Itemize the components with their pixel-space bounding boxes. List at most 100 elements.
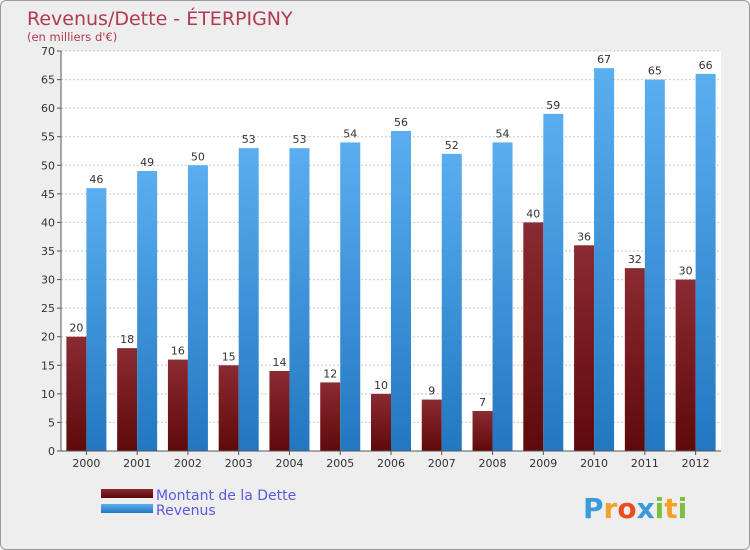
bar-revenue xyxy=(695,73,716,451)
bar-debt-value-label: 36 xyxy=(577,230,591,243)
bar-debt xyxy=(66,336,87,451)
logo-letter: x xyxy=(637,492,655,525)
chart-subtitle: (en milliers d'€) xyxy=(27,30,117,44)
x-tick-label: 2002 xyxy=(174,457,202,470)
legend: Montant de la Dette Revenus xyxy=(101,488,296,519)
x-tick-label: 2009 xyxy=(529,457,557,470)
bar-revenue xyxy=(187,165,208,452)
y-tick-label: 20 xyxy=(41,331,55,344)
y-tick-label: 25 xyxy=(41,302,55,315)
bar-debt xyxy=(117,348,138,451)
proxiti-logo: Proxiti xyxy=(583,492,687,525)
bar-debt xyxy=(675,279,696,451)
bar-revenue-value-label: 67 xyxy=(597,53,611,66)
legend-swatch-debt xyxy=(101,489,153,498)
y-tick-label: 60 xyxy=(41,102,55,115)
bars xyxy=(66,68,716,452)
x-tick-label: 2005 xyxy=(326,457,354,470)
legend-label-debt: Montant de la Dette xyxy=(156,488,296,504)
y-tick-label: 15 xyxy=(41,359,55,372)
legend-label-revenue: Revenus xyxy=(156,503,216,519)
legend-swatch-revenue xyxy=(101,504,153,513)
y-tick-label: 50 xyxy=(41,159,55,172)
value-labels: 20 46 18 49 16 50 15 53 14 53 12 54 10 56 9 52 7 54 40 59 36… xyxy=(69,53,712,409)
bar-revenue-value-label: 54 xyxy=(343,127,357,140)
x-axis: 2000 2001 2002 2003 2004 2005 2006 2007 2008 2009… xyxy=(72,451,710,470)
bar-revenue xyxy=(289,148,310,451)
bar-debt xyxy=(218,365,239,451)
x-tick-label: 2008 xyxy=(479,457,507,470)
bar-debt-value-label: 10 xyxy=(374,379,388,392)
bar-revenue-value-label: 54 xyxy=(496,127,510,140)
logo-letter: i xyxy=(678,492,688,525)
bar-revenue xyxy=(644,79,665,452)
y-axis: 0 5 10 15 20 25 30 35 40 45 50 55 60 65 70 xyxy=(41,45,61,458)
bar-debt xyxy=(371,393,391,451)
y-tick-label: 35 xyxy=(41,245,55,258)
bar-revenue xyxy=(391,131,411,451)
bar-debt-value-label: 18 xyxy=(120,333,134,346)
bar-revenue xyxy=(594,68,615,452)
bar-revenue-value-label: 66 xyxy=(699,59,713,72)
bar-revenue xyxy=(137,171,158,451)
bar-debt xyxy=(167,359,188,451)
bar-revenue-value-label: 49 xyxy=(140,156,154,169)
bar-debt xyxy=(574,245,595,451)
bar-debt xyxy=(421,399,442,451)
bar-debt-value-label: 7 xyxy=(479,396,486,409)
y-tick-label: 30 xyxy=(41,274,55,287)
bar-debt-value-label: 30 xyxy=(679,265,693,278)
y-tick-label: 0 xyxy=(48,445,55,458)
bar-debt-value-label: 14 xyxy=(272,356,286,369)
bar-revenue-value-label: 53 xyxy=(242,133,256,146)
bar-revenue-value-label: 52 xyxy=(445,139,459,152)
bar-revenue xyxy=(340,142,361,451)
bar-debt-value-label: 16 xyxy=(171,345,185,358)
logo-letter: i xyxy=(655,492,665,525)
x-tick-label: 2012 xyxy=(682,457,710,470)
bar-debt-value-label: 40 xyxy=(526,207,540,220)
y-tick-label: 70 xyxy=(41,45,55,58)
bar-debt xyxy=(624,268,645,451)
x-tick-label: 2004 xyxy=(275,457,303,470)
bar-debt-value-label: 32 xyxy=(628,253,642,266)
bar-debt xyxy=(320,382,341,451)
bar-debt-value-label: 15 xyxy=(222,350,236,363)
x-tick-label: 2006 xyxy=(377,457,405,470)
y-tick-label: 65 xyxy=(41,74,55,87)
y-tick-label: 45 xyxy=(41,188,55,201)
bar-debt xyxy=(472,411,493,451)
bar-revenue-value-label: 56 xyxy=(394,116,408,129)
logo-letter: r xyxy=(604,492,618,525)
x-tick-label: 2001 xyxy=(123,457,151,470)
bar-debt-value-label: 9 xyxy=(428,385,435,398)
proxiti-logo-text: Proxiti xyxy=(583,492,687,525)
bar-debt xyxy=(523,222,544,451)
bar-revenue xyxy=(86,188,107,451)
bar-revenue-value-label: 59 xyxy=(546,99,560,112)
y-tick-label: 40 xyxy=(41,216,55,229)
x-tick-label: 2000 xyxy=(72,457,100,470)
bar-revenue-value-label: 46 xyxy=(89,173,103,186)
logo-letter: t xyxy=(664,492,677,525)
bar-debt-value-label: 20 xyxy=(69,322,83,335)
x-tick-label: 2007 xyxy=(428,457,456,470)
bar-revenue xyxy=(543,113,564,451)
y-tick-label: 5 xyxy=(48,416,55,429)
y-tick-label: 55 xyxy=(41,131,55,144)
bar-revenue-value-label: 53 xyxy=(292,133,306,146)
bar-revenue xyxy=(492,142,513,451)
logo-letter: P xyxy=(583,492,604,525)
x-tick-label: 2011 xyxy=(631,457,659,470)
bar-debt-value-label: 12 xyxy=(323,367,337,380)
bar-revenue-value-label: 50 xyxy=(191,150,205,163)
x-tick-label: 2010 xyxy=(580,457,608,470)
bar-revenue xyxy=(441,153,462,451)
bar-revenue xyxy=(238,148,259,451)
bar-debt xyxy=(269,371,290,451)
y-tick-label: 10 xyxy=(41,388,55,401)
bar-revenue-value-label: 65 xyxy=(648,65,662,78)
logo-letter: o xyxy=(617,492,636,525)
